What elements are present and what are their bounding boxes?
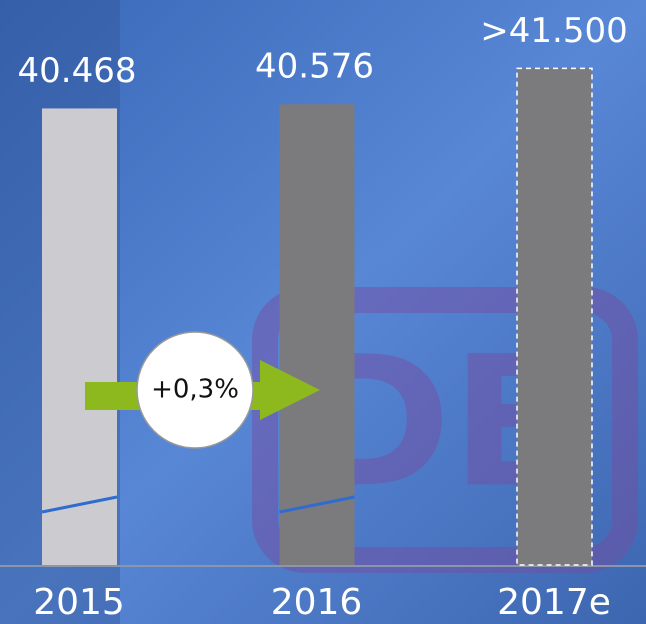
x-tick-label: 2016 [271, 582, 363, 623]
bar [42, 108, 117, 565]
value-label: 40.576 [255, 47, 374, 87]
bar [517, 68, 592, 565]
value-label: >41.500 [480, 11, 627, 51]
bar [280, 104, 355, 565]
x-tick-label: 2015 [33, 582, 125, 623]
value-label: 40.468 [18, 51, 137, 91]
change-label: +0,3% [151, 375, 239, 405]
x-tick-label: 2017e [497, 582, 611, 623]
chart: DB 40.46840.576>41.500 +0,3% 20152016201… [0, 0, 646, 624]
page: DB 40.46840.576>41.500 +0,3% 20152016201… [0, 0, 646, 624]
